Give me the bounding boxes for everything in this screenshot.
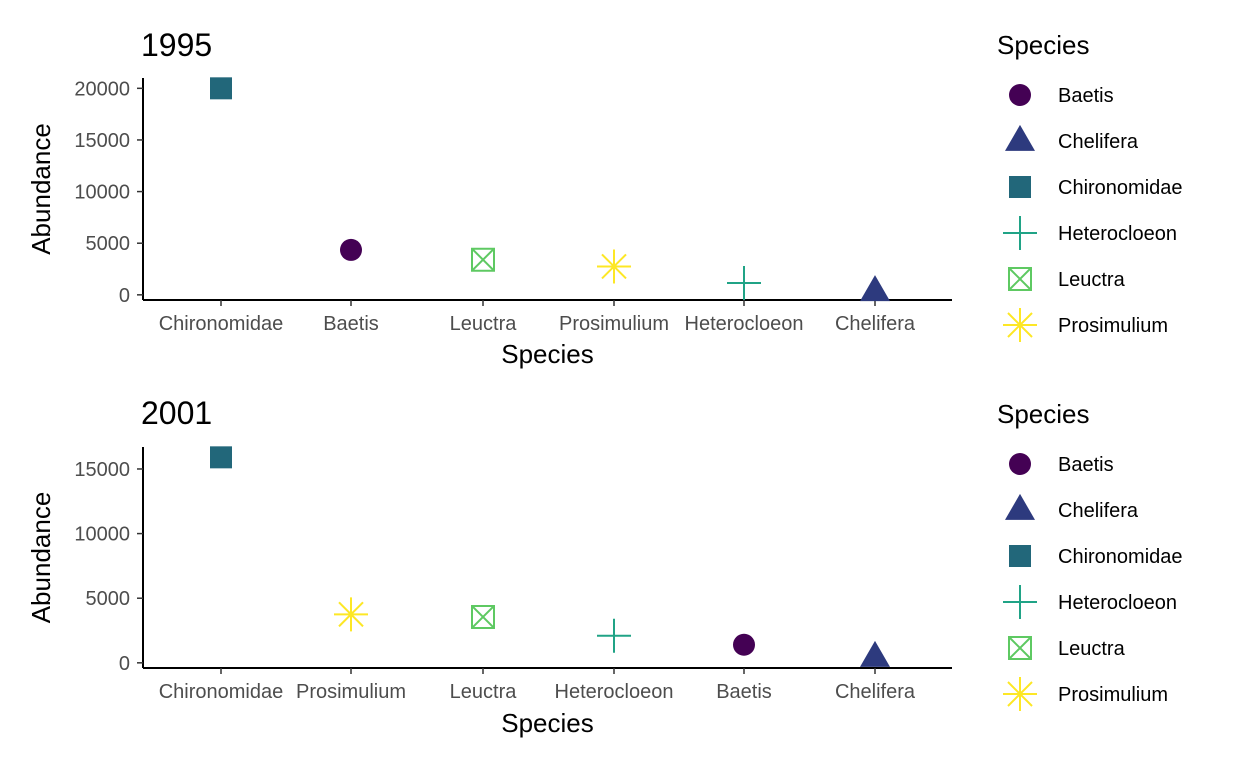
- y-tick-label: 0: [119, 653, 130, 675]
- legend-key-chironomidae: [1009, 545, 1031, 567]
- x-tick-label: Heterocloeon: [555, 681, 674, 703]
- y-tick-label: 20000: [74, 78, 130, 100]
- point-chelifera: [860, 275, 890, 302]
- x-tick-label: Leuctra: [450, 313, 518, 335]
- x-tick-label: Baetis: [716, 681, 772, 703]
- legend-label-chelifera: Chelifera: [1058, 131, 1139, 153]
- panel-title: 2001: [141, 395, 212, 431]
- x-tick-label: Chelifera: [835, 313, 916, 335]
- legend-label-chironomidae: Chironomidae: [1058, 177, 1183, 199]
- point-chironomidae: [210, 446, 232, 469]
- x-tick-label: Chelifera: [835, 681, 916, 703]
- x-tick-label: Chironomidae: [159, 681, 284, 703]
- x-axis-title: Species: [501, 339, 594, 369]
- legend-label-prosimulium: Prosimulium: [1058, 684, 1168, 706]
- legend-key-baetis: [1009, 84, 1031, 106]
- legend-label-prosimulium: Prosimulium: [1058, 315, 1168, 337]
- x-tick-label: Chironomidae: [159, 313, 284, 335]
- legend-label-baetis: Baetis: [1058, 85, 1114, 107]
- point-baetis: [340, 238, 362, 261]
- y-tick-label: 0: [119, 285, 130, 307]
- y-axis-title: Abundance: [26, 123, 56, 255]
- point-heterocloeon: [727, 265, 761, 300]
- panel-title: 1995: [141, 27, 212, 63]
- legend-title: Species: [997, 399, 1090, 429]
- x-axis-title: Species: [501, 708, 594, 738]
- legend-label-chironomidae: Chironomidae: [1058, 546, 1183, 568]
- legend-label-heterocloeon: Heterocloeon: [1058, 592, 1177, 614]
- panel-1995: 1995 0 5000 10000 15000 20000 Chironomidae Baet…: [26, 27, 1183, 369]
- legend-label-baetis: Baetis: [1058, 454, 1114, 476]
- y-tick-label: 5000: [86, 233, 131, 255]
- legend-key-chironomidae: [1009, 176, 1031, 198]
- legend-key-prosimulium: [1003, 677, 1037, 711]
- x-tick-label: Heterocloeon: [685, 313, 804, 335]
- y-tick-label: 15000: [74, 130, 130, 152]
- point-baetis: [733, 633, 755, 656]
- x-tick-label: Prosimulium: [559, 313, 669, 335]
- point-chelifera: [860, 640, 890, 667]
- legend-key-heterocloeon: [1003, 585, 1037, 619]
- legend: Species Baetis Chelifera Chironomidae Hetero…: [997, 30, 1183, 342]
- legend-label-leuctra: Leuctra: [1058, 269, 1126, 291]
- y-tick-label: 10000: [74, 182, 130, 204]
- legend-key-prosimulium: [1003, 308, 1037, 342]
- point-prosimulium: [334, 597, 368, 632]
- panel-2001: 2001 0 5000 10000 15000 Chironomidae Prosimuli…: [26, 395, 1183, 738]
- legend-label-leuctra: Leuctra: [1058, 638, 1126, 660]
- x-tick-label: Baetis: [323, 313, 379, 335]
- legend-key-leuctra: [1008, 636, 1032, 660]
- legend-label-heterocloeon: Heterocloeon: [1058, 223, 1177, 245]
- point-heterocloeon: [597, 618, 631, 653]
- legend-key-chelifera: [1005, 124, 1035, 151]
- x-tick-label: Prosimulium: [296, 681, 406, 703]
- y-tick-label: 5000: [86, 588, 131, 610]
- legend-key-baetis: [1009, 453, 1031, 475]
- y-tick-label: 10000: [74, 524, 130, 546]
- legend-label-chelifera: Chelifera: [1058, 500, 1139, 522]
- point-prosimulium: [597, 249, 631, 284]
- legend-key-heterocloeon: [1003, 216, 1037, 250]
- y-axis-title: Abundance: [26, 492, 56, 624]
- point-chironomidae: [210, 77, 232, 100]
- legend-key-leuctra: [1008, 267, 1032, 291]
- legend: Species Baetis Chelifera Chironomidae Hetero…: [997, 399, 1183, 711]
- x-tick-label: Leuctra: [450, 681, 518, 703]
- point-leuctra: [471, 247, 495, 272]
- y-tick-label: 15000: [74, 459, 130, 481]
- legend-title: Species: [997, 30, 1090, 60]
- point-leuctra: [471, 604, 495, 629]
- legend-key-chelifera: [1005, 493, 1035, 520]
